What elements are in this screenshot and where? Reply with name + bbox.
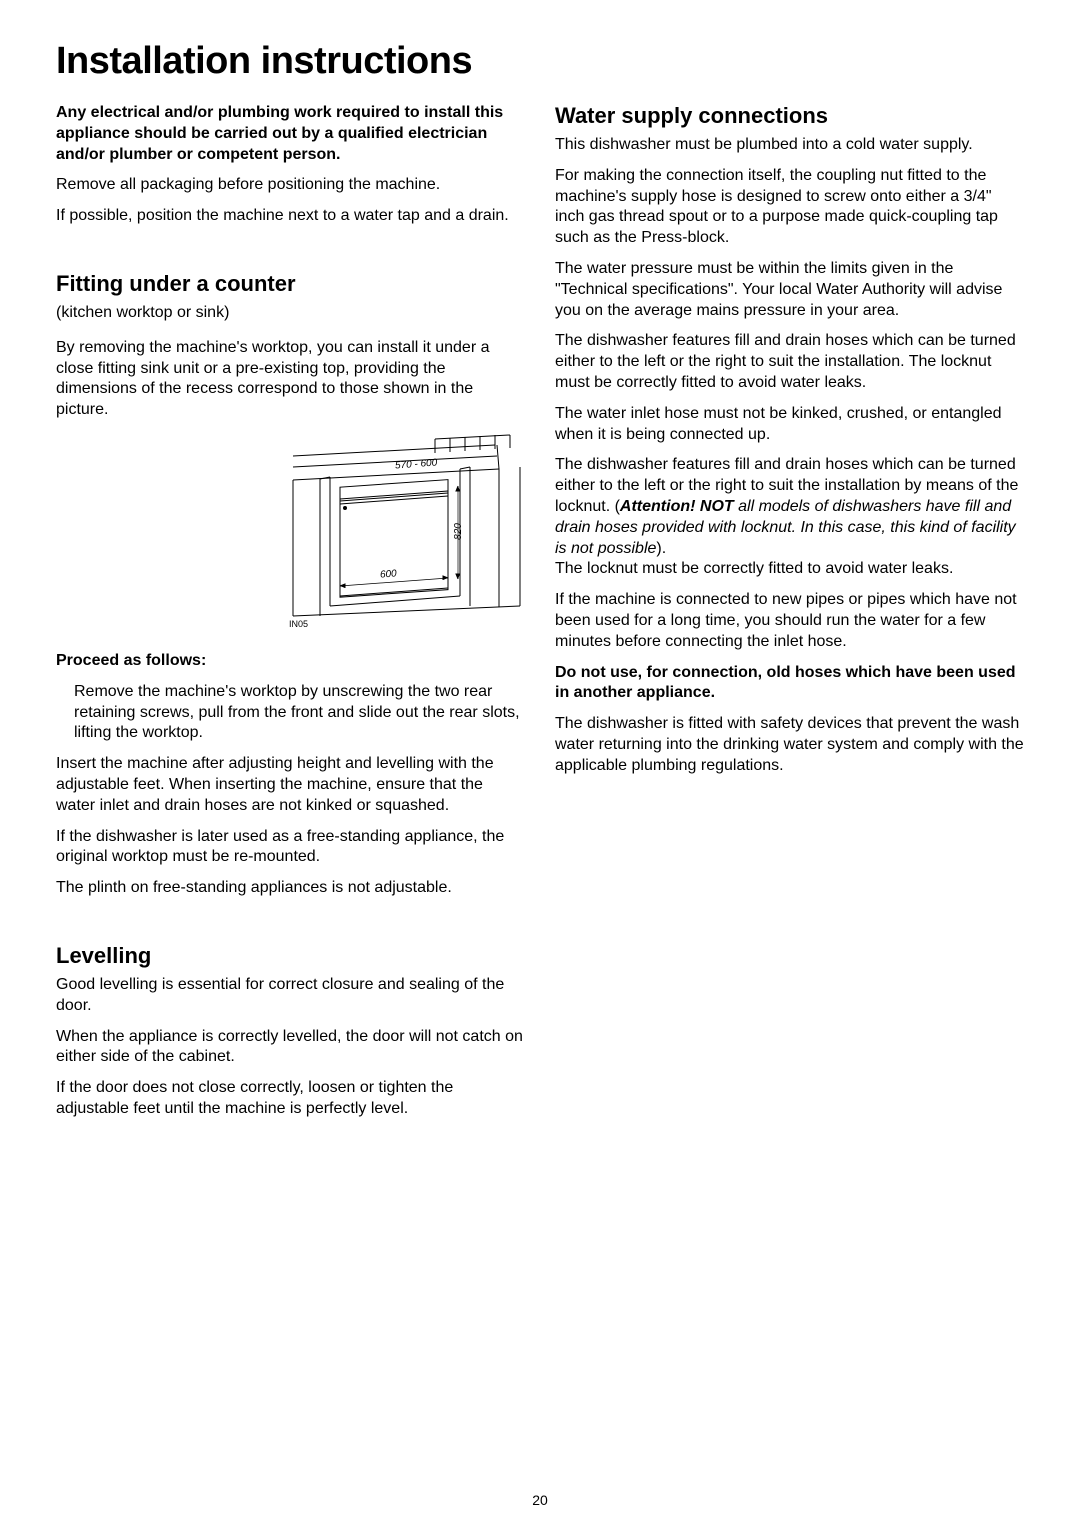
dim-right: 820 (453, 523, 464, 540)
two-column-layout: Any electrical and/or plumbing work requ… (56, 103, 1024, 1130)
right-column: Water supply connections This dishwasher… (555, 103, 1024, 1130)
fitting-p3: If the dishwasher is later used as a fre… (56, 827, 525, 869)
fitting-step1: Remove the machine's worktop by unscrewi… (56, 682, 525, 744)
levelling-section: Levelling Good levelling is essential fo… (56, 943, 525, 1120)
water-p3: The water pressure must be within the li… (555, 259, 1024, 321)
water-p9: The dishwasher is fitted with safety dev… (555, 714, 1024, 776)
water-p5: The water inlet hose must not be kinked,… (555, 404, 1024, 446)
page: Installation instructions Any electrical… (0, 0, 1080, 1526)
water-p6b: Attention! NOT (620, 498, 734, 515)
dim-bottom: 600 (380, 568, 397, 580)
fitting-p2: Insert the machine after adjusting heigh… (56, 754, 525, 816)
dimensions-figure: 570 - 600 820 600 IN05 (285, 431, 525, 631)
water-heading: Water supply connections (555, 103, 1024, 129)
page-number: 20 (0, 1492, 1080, 1508)
water-p6e: The locknut must be correctly fitted to … (555, 560, 953, 577)
figure-label: IN05 (289, 619, 308, 629)
water-p6d: ). (656, 540, 666, 557)
water-p1: This dishwasher must be plumbed into a c… (555, 135, 1024, 156)
fitting-p1: By removing the machine's worktop, you c… (56, 338, 525, 421)
water-p6: The dishwasher features fill and drain h… (555, 455, 1024, 580)
water-p7: If the machine is connected to new pipes… (555, 590, 1024, 652)
levelling-p2: When the appliance is correctly levelled… (56, 1027, 525, 1069)
intro-p1: Remove all packaging before positioning … (56, 175, 525, 196)
intro-p2: If possible, position the machine next t… (56, 206, 525, 227)
levelling-p1: Good levelling is essential for correct … (56, 975, 525, 1017)
left-column: Any electrical and/or plumbing work requ… (56, 103, 525, 1130)
fitting-sub: (kitchen worktop or sink) (56, 303, 525, 324)
page-title: Installation instructions (56, 40, 1024, 83)
levelling-heading: Levelling (56, 943, 525, 969)
fitting-heading: Fitting under a counter (56, 271, 525, 297)
proceed-label: Proceed as follows: (56, 651, 525, 672)
levelling-p3: If the door does not close correctly, lo… (56, 1078, 525, 1120)
water-p8: Do not use, for connection, old hoses wh… (555, 663, 1024, 705)
fitting-p4: The plinth on free-standing appliances i… (56, 878, 525, 899)
water-p2: For making the connection itself, the co… (555, 166, 1024, 249)
water-p4: The dishwasher features fill and drain h… (555, 331, 1024, 393)
fitting-section: Fitting under a counter (kitchen worktop… (56, 271, 525, 899)
figure-wrap: 570 - 600 820 600 IN05 (56, 431, 525, 631)
intro-warning: Any electrical and/or plumbing work requ… (56, 103, 525, 165)
